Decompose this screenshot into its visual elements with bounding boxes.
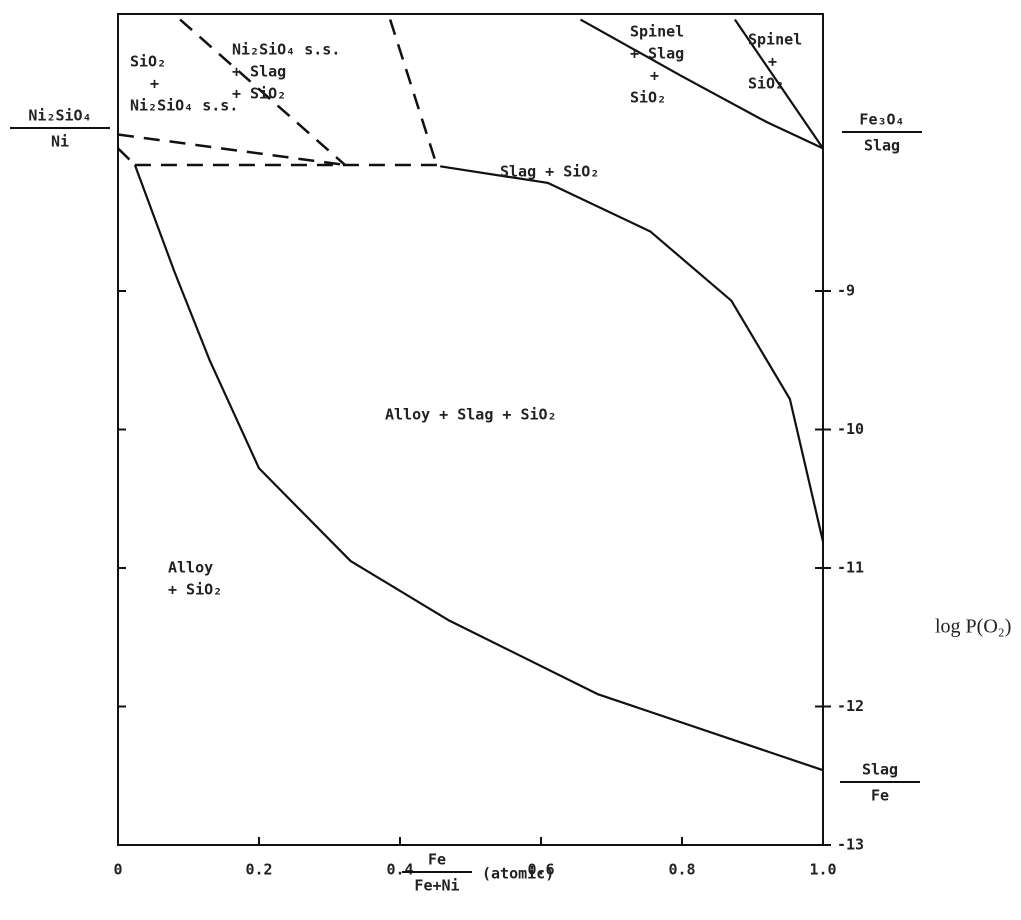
region-label: Alloy [168, 559, 213, 577]
y-tick-label: -12 [837, 697, 864, 715]
x-tick-label: 0.2 [245, 861, 272, 879]
region-label: + [768, 53, 777, 71]
region-label: + [650, 67, 659, 85]
y-tick-label: -9 [837, 282, 855, 300]
region-label: Spinel [630, 23, 684, 41]
phase-boundary [135, 165, 823, 770]
chart: log P(O₂) 00.20.40.60.81.0-13-12-11-10-9… [0, 0, 1021, 920]
region-label: + SiO₂ [168, 581, 222, 599]
region-label: + SiO₂ [232, 85, 286, 103]
phase-boundary [440, 166, 823, 541]
region-label: SiO₂ [130, 53, 166, 71]
region-label: Slag + SiO₂ [500, 163, 599, 181]
region-label: Alloy + Slag + SiO₂ [385, 406, 557, 424]
dashed-boundary [118, 134, 345, 164]
region-label: Spinel [748, 31, 802, 49]
region-label: SiO₂ [630, 89, 666, 107]
y-axis-title: log P(O₂) [935, 616, 1011, 638]
plot-frame [118, 14, 823, 845]
fraction-numerator: Ni₂SiO₄ [28, 107, 91, 125]
x-tick-label: 0.4 [386, 861, 413, 879]
region-label: + Slag [232, 63, 286, 81]
y-tick-label: -10 [837, 420, 864, 438]
fraction-numerator: Fe₃O₄ [859, 111, 904, 129]
region-label: + [150, 75, 159, 93]
region-label: Ni₂SiO₄ s.s. [130, 97, 238, 115]
region-label: SiO₂ [748, 75, 784, 93]
fraction-denominator: Slag [864, 137, 900, 155]
x-tick-label: 1.0 [809, 861, 836, 879]
region-label: Ni₂SiO₄ s.s. [232, 41, 340, 59]
x-tick-label: 0.8 [668, 861, 695, 879]
y-tick-label: -13 [837, 836, 864, 854]
fraction-numerator: Fe [428, 851, 446, 869]
fraction-denominator: Fe [871, 787, 889, 805]
fraction-numerator: Slag [862, 761, 898, 779]
y-tick-label: -11 [837, 559, 864, 577]
region-label: + Slag [630, 45, 684, 63]
dashed-boundary [118, 148, 135, 165]
fraction-denominator: Ni [51, 133, 69, 151]
x-axis-unit: (atomic) [482, 865, 554, 883]
fraction-denominator: Fe+Ni [414, 877, 459, 895]
x-tick-label: 0 [113, 861, 122, 879]
dashed-boundary [390, 20, 437, 165]
